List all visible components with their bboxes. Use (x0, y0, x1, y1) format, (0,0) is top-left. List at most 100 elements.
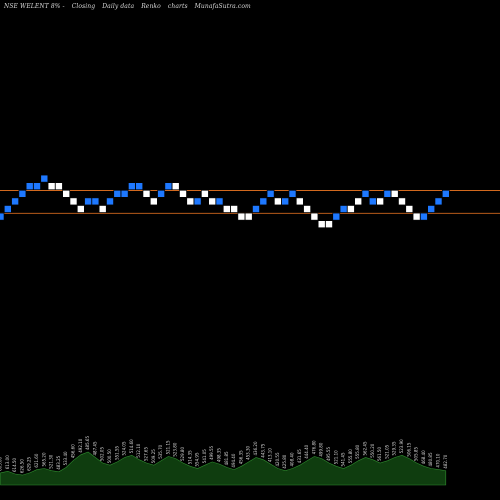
volume-price-label: 523.80 (173, 442, 178, 456)
chart-title-source: MunafaSutra.com (194, 3, 251, 10)
renko-brick-up (47, 182, 56, 190)
renko-brick-up (325, 220, 333, 228)
chart-title: NSE WELENT 8% - Closing Daily data Renko… (4, 3, 256, 10)
volume-price-label: 413.10 (268, 448, 273, 462)
renko-brick-down (106, 197, 114, 206)
renko-brick-down (259, 197, 268, 206)
renko-brick-up (98, 205, 107, 213)
renko-brick-up (412, 212, 421, 221)
volume-price-label: 506.15 (406, 442, 411, 456)
renko-brick-up (376, 197, 384, 206)
volume-price-label: 509.25 (151, 449, 156, 463)
volume-price-label: 480.85 (428, 452, 433, 466)
volume-price-label: 470.10 (436, 453, 441, 467)
renko-brick-down (128, 182, 136, 190)
renko-brick-up (179, 190, 187, 198)
volume-price-label: 527.65 (144, 447, 149, 461)
renko-brick-up (142, 190, 151, 198)
renko-brick-down (215, 197, 224, 206)
volume-price-label: 498.35 (217, 448, 222, 462)
chart-title-part: Closing (71, 3, 96, 10)
volume-price-label: 431.65 (297, 449, 302, 463)
volume-price-label: 629.25 (27, 456, 32, 470)
renko-brick-up (77, 205, 85, 213)
volume-price-label: 521.10 (333, 450, 338, 464)
volume-price-label: 444.40 (304, 444, 309, 458)
volume-price-label: 514.60 (129, 439, 134, 453)
renko-brick-down (113, 190, 122, 198)
renko-brick-up (405, 205, 414, 213)
volume-price-label: 483.25 (56, 455, 61, 469)
renko-brick-down (361, 190, 370, 198)
chart-title-part: Renko (141, 3, 161, 10)
renko-brick-down (252, 205, 260, 213)
volume-price-label: 408.40 (290, 452, 295, 466)
volume-price-label: 436.20 (253, 441, 258, 455)
volume-price-label: 521.15 (165, 440, 170, 454)
volume-price-label: 565.20 (41, 452, 46, 466)
chart-title-symbol: NSE WELENT 8% - (4, 3, 65, 10)
volume-area (0, 451, 447, 486)
renko-brick-up (62, 190, 71, 198)
renko-brick-up (317, 220, 326, 228)
renko-brick-down (434, 197, 443, 206)
volume-price-label: 494.40 (231, 453, 236, 467)
renko-brick-down (164, 182, 173, 190)
renko-brick-up (69, 197, 78, 206)
volume-price-label: 453.30 (246, 445, 251, 459)
renko-brick-down (4, 205, 12, 213)
volume-price-label: 495.55 (326, 447, 331, 461)
renko-brick-down (427, 205, 436, 213)
volume-price-label: 499.55 (209, 445, 214, 459)
renko-brick-up (237, 212, 246, 221)
renko-brick-down (25, 182, 34, 190)
renko-brick-up (230, 205, 238, 213)
renko-brick-down (18, 190, 27, 198)
volume-price-label: 551.55 (114, 445, 119, 459)
chart-title-part: Daily data (102, 3, 135, 10)
renko-brick-down (84, 197, 92, 206)
renko-brick-up (390, 190, 399, 198)
volume-price-label: 554.95 (195, 452, 200, 466)
renko-brick-down (11, 197, 19, 206)
volume-price-label: 524.05 (122, 441, 127, 455)
renko-brick-down (332, 212, 341, 221)
renko-brick-down (339, 205, 348, 213)
renko-brick-up (347, 205, 355, 213)
volume-price-label: 541.05 (202, 449, 207, 463)
volume-price-label: 512.10 (136, 443, 141, 457)
volume-price-label: 614.50 (12, 458, 17, 472)
volume-price-label: 562.45 (363, 441, 368, 455)
renko-brick-up (150, 197, 158, 206)
renko-brick-down (193, 197, 202, 206)
volume-price-label: 529.35 (392, 441, 397, 455)
renko-brick-down (266, 190, 275, 198)
volume-price-label: 481.85 (224, 451, 229, 465)
volume-price-label: 541.45 (341, 452, 346, 466)
volume-price-label: 626.50 (19, 459, 24, 473)
chart-title-part: charts (167, 3, 188, 10)
volume-price-label: 555.80 (348, 449, 353, 463)
volume-price-label: 502.05 (100, 447, 105, 461)
volume-price-label: 613.00 (5, 455, 10, 469)
volume-price-label: 456.35 (238, 450, 243, 464)
volume-price-label: 533.40 (63, 451, 68, 465)
volume-price-label: 535.70 (158, 444, 163, 458)
renko-brick-up (171, 182, 180, 190)
renko-brick-down (441, 190, 450, 198)
renko-brick-up (303, 205, 311, 213)
renko-brick-down (33, 182, 41, 190)
volume-price-label: 482.70 (443, 454, 448, 468)
renko-brick-down (420, 212, 428, 221)
volume-price-label: 443.75 (260, 443, 265, 457)
renko-brick-up (244, 212, 253, 221)
volume-price-label: 505.85 (414, 447, 419, 461)
volume-price-label: 420.55 (275, 452, 280, 466)
volume-price-label: 561.50 (377, 447, 382, 461)
renko-brick-up (398, 197, 406, 206)
volume-price-label: 499.80 (319, 442, 324, 456)
renko-brick-down (0, 212, 5, 221)
volume-price-label: 487.45 (92, 441, 97, 455)
renko-brick-down (135, 182, 143, 190)
